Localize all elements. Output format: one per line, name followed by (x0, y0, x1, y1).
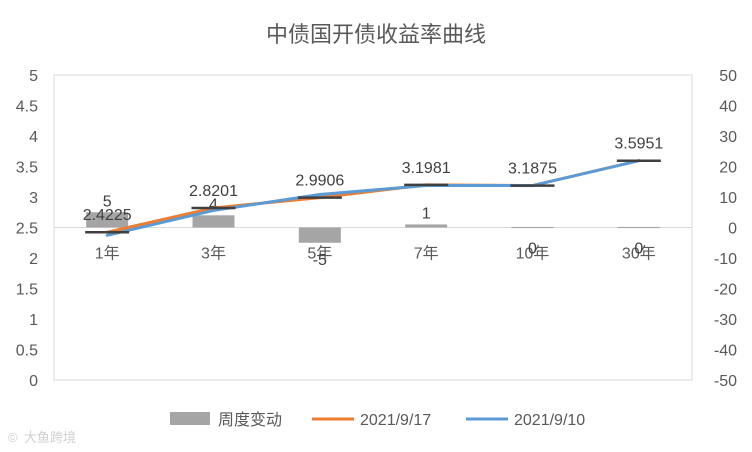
line-data-label: 2.4225 (83, 207, 132, 224)
left-axis-tick-label: 0 (29, 373, 38, 390)
watermark-text: 大鱼跨境 (24, 430, 76, 445)
left-axis-tick-label: 4.5 (16, 99, 38, 116)
bar-weekly-change (192, 215, 235, 228)
line-data-label: 3.1981 (402, 160, 451, 177)
legend-swatch-bar (170, 412, 210, 425)
category-label: 30年 (622, 245, 656, 263)
right-axis-tick-label: -40 (714, 343, 737, 360)
bar-data-label: 0 (528, 241, 537, 258)
line-data-label: 3.1875 (508, 161, 557, 178)
bar-weekly-change (511, 226, 554, 229)
watermark: © 大鱼跨境 (8, 430, 76, 445)
left-axis-tick-label: 2.5 (16, 221, 38, 238)
left-axis-tick-label: 3 (29, 190, 38, 207)
watermark-icon: © (8, 430, 18, 445)
left-axis-tick-label: 1.5 (16, 282, 38, 299)
right-axis-tick-label: -30 (714, 312, 737, 329)
right-axis-tick-label: -50 (714, 373, 737, 390)
category-label: 1年 (95, 245, 120, 263)
chart-title: 中债国开债收益率曲线 (266, 22, 486, 47)
legend-label: 2021/9/17 (360, 412, 431, 429)
right-axis-tick-label: 30 (719, 129, 737, 146)
line-data-label: 2.8201 (189, 183, 238, 200)
bar-data-label: 4 (209, 196, 218, 213)
category-label: 3年 (201, 245, 226, 263)
line-data-label: 2.9906 (295, 173, 344, 190)
bar-weekly-change (617, 226, 660, 229)
line-data-label: 3.5951 (614, 136, 663, 153)
line-2021-9-17 (105, 159, 641, 234)
left-axis-tick-label: 0.5 (16, 343, 38, 360)
plot-area: 00.511.522.533.544.55-50-40-30-20-100102… (16, 68, 737, 390)
bar-weekly-change (86, 212, 129, 228)
bar-data-label: 5 (103, 193, 112, 210)
left-axis-tick-label: 2 (29, 251, 38, 268)
category-label: 5年 (307, 245, 332, 263)
legend: 周度变动 2021/9/17 2021/9/10 (170, 411, 585, 429)
legend-label: 周度变动 (218, 411, 282, 429)
left-axis-tick-label: 5 (29, 68, 38, 85)
right-axis-tick-label: 50 (719, 68, 737, 85)
bar-data-label: 0 (634, 241, 643, 258)
right-axis-tick-label: 20 (719, 160, 737, 177)
bar-data-label: -5 (313, 252, 327, 269)
left-axis-tick-label: 3.5 (16, 160, 38, 177)
bar-data-label: 1 (422, 205, 431, 222)
right-axis-tick-label: 40 (719, 99, 737, 116)
line-2021-9-10 (105, 159, 641, 237)
right-axis-tick-label: 10 (719, 190, 737, 207)
category-label: 7年 (414, 245, 439, 263)
left-axis-tick-label: 1 (29, 312, 38, 329)
right-axis-tick-label: -20 (714, 282, 737, 299)
right-axis-tick-label: -10 (714, 251, 737, 268)
legend-label: 2021/9/10 (514, 412, 585, 429)
left-axis-tick-label: 4 (29, 129, 38, 146)
bar-weekly-change (298, 227, 341, 243)
category-label: 10年 (516, 245, 550, 263)
right-axis-tick-label: 0 (728, 221, 737, 238)
bar-weekly-change (405, 224, 448, 228)
